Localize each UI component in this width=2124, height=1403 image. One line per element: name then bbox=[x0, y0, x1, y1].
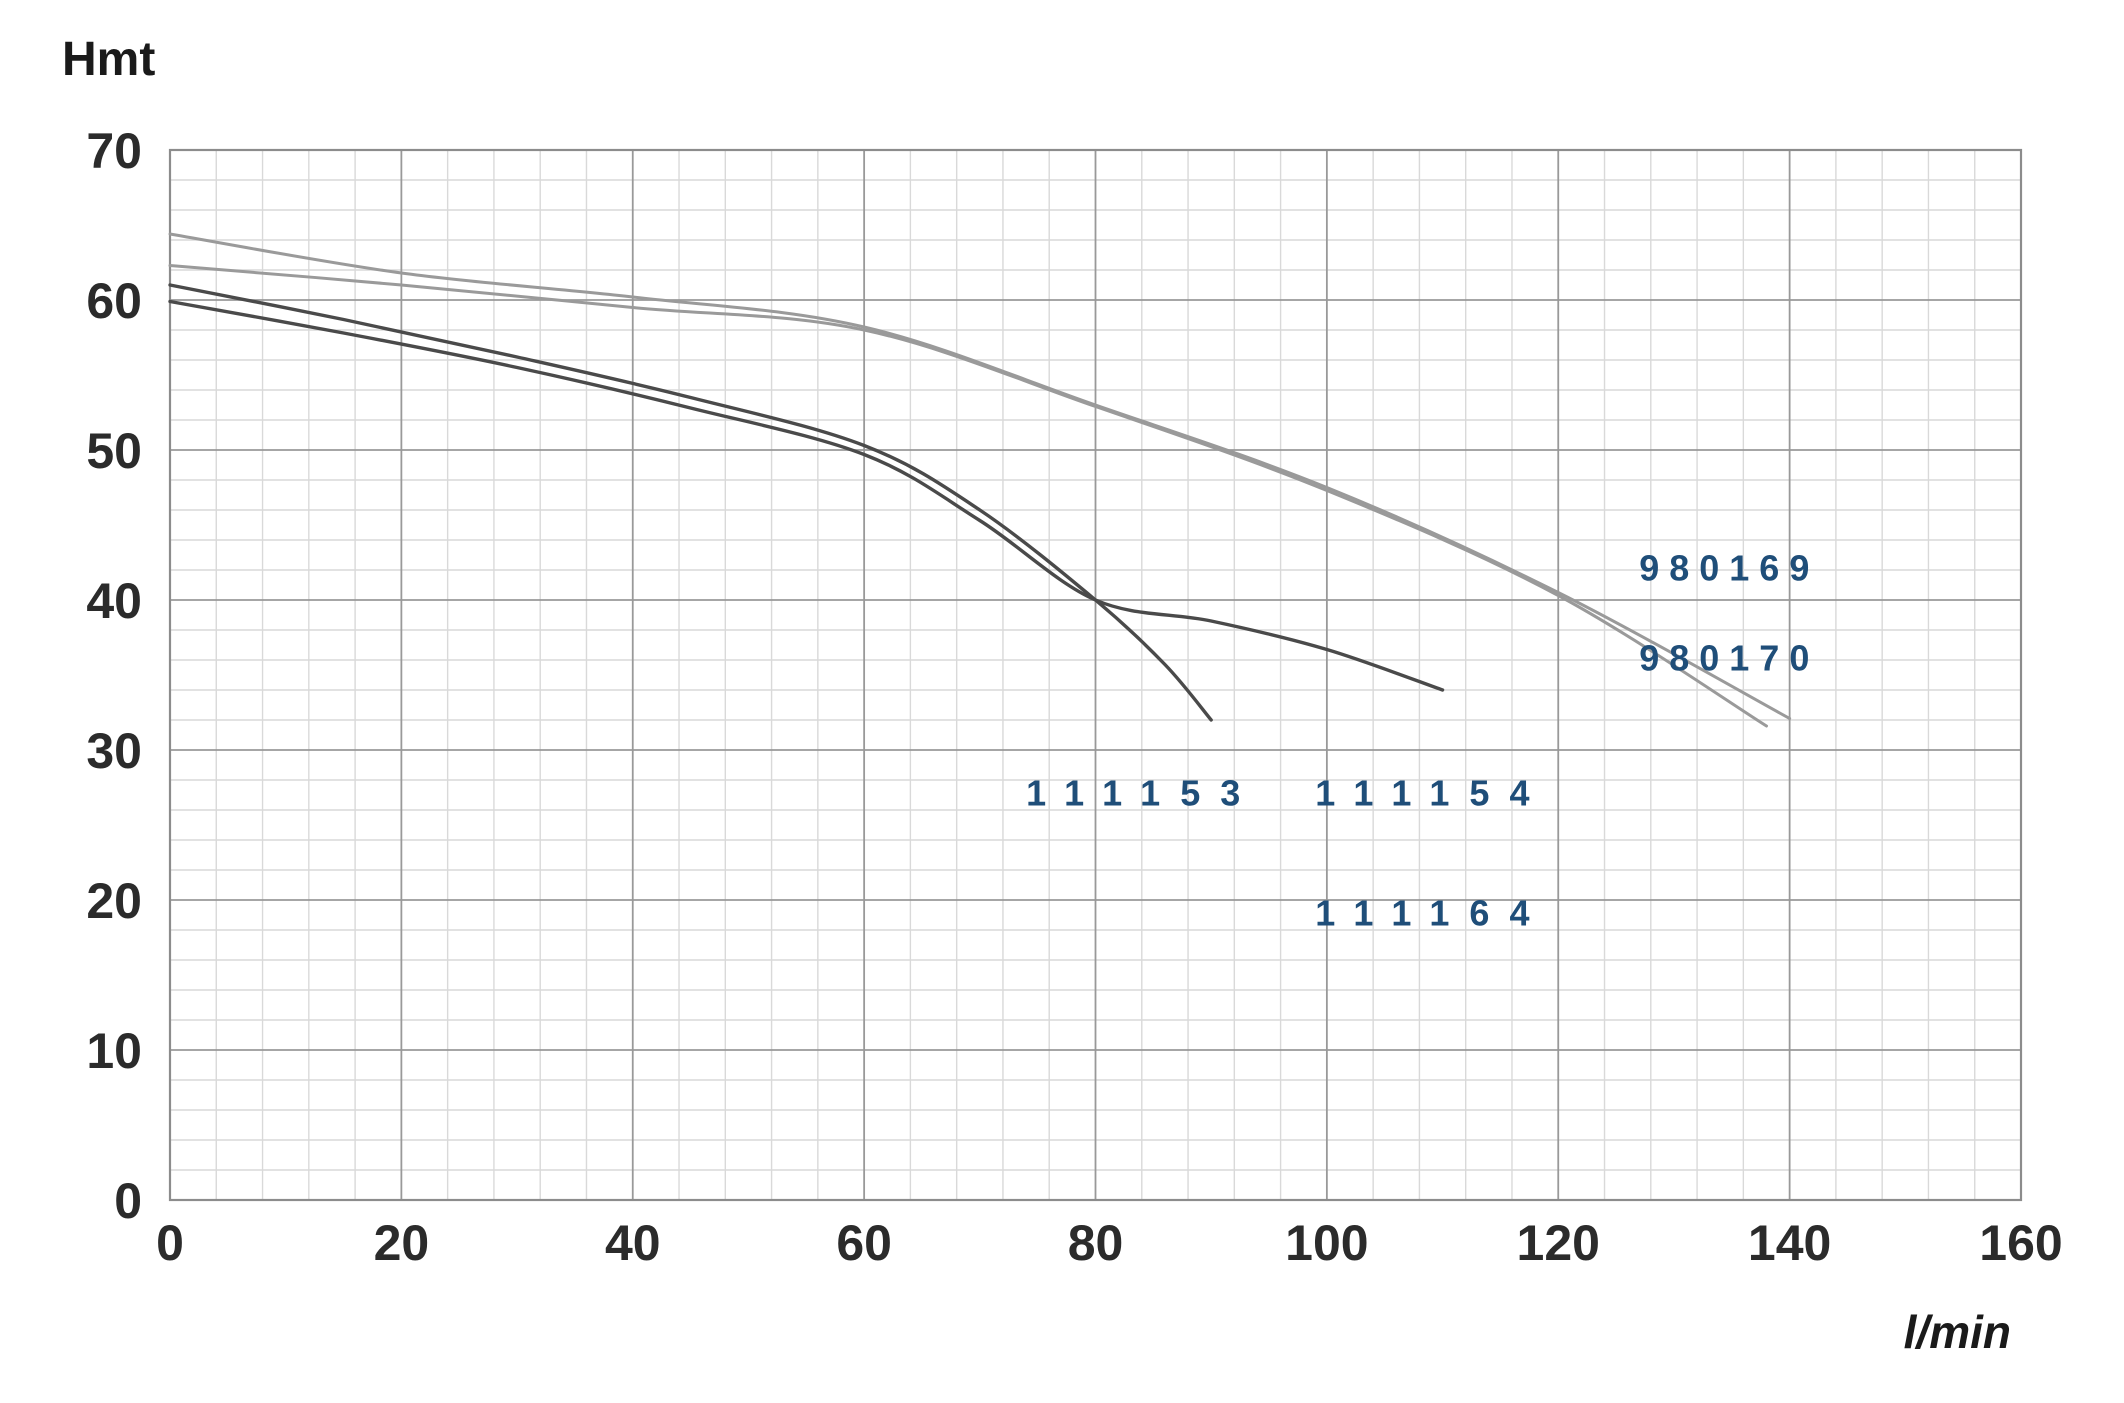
svg-text:120: 120 bbox=[1517, 1215, 1600, 1271]
svg-text:980170: 980170 bbox=[1639, 638, 1819, 679]
svg-text:20: 20 bbox=[86, 873, 142, 929]
svg-text:50: 50 bbox=[86, 423, 142, 479]
svg-text:111153: 111153 bbox=[1026, 773, 1260, 814]
svg-text:100: 100 bbox=[1285, 1215, 1368, 1271]
svg-text:60: 60 bbox=[86, 273, 142, 329]
svg-text:l/min: l/min bbox=[1904, 1306, 2011, 1358]
svg-text:160: 160 bbox=[1979, 1215, 2062, 1271]
svg-text:140: 140 bbox=[1748, 1215, 1831, 1271]
svg-text:80: 80 bbox=[1068, 1215, 1124, 1271]
svg-text:30: 30 bbox=[86, 723, 142, 779]
svg-text:60: 60 bbox=[836, 1215, 892, 1271]
svg-text:111154: 111154 bbox=[1315, 773, 1549, 814]
svg-text:Hmt: Hmt bbox=[62, 33, 155, 86]
svg-text:980169: 980169 bbox=[1639, 548, 1819, 589]
svg-text:40: 40 bbox=[605, 1215, 661, 1271]
svg-text:20: 20 bbox=[374, 1215, 430, 1271]
svg-text:40: 40 bbox=[86, 573, 142, 629]
svg-text:0: 0 bbox=[114, 1173, 142, 1229]
svg-text:10: 10 bbox=[86, 1023, 142, 1079]
svg-text:70: 70 bbox=[86, 123, 142, 179]
svg-text:111164: 111164 bbox=[1315, 893, 1549, 934]
svg-text:0: 0 bbox=[156, 1215, 184, 1271]
